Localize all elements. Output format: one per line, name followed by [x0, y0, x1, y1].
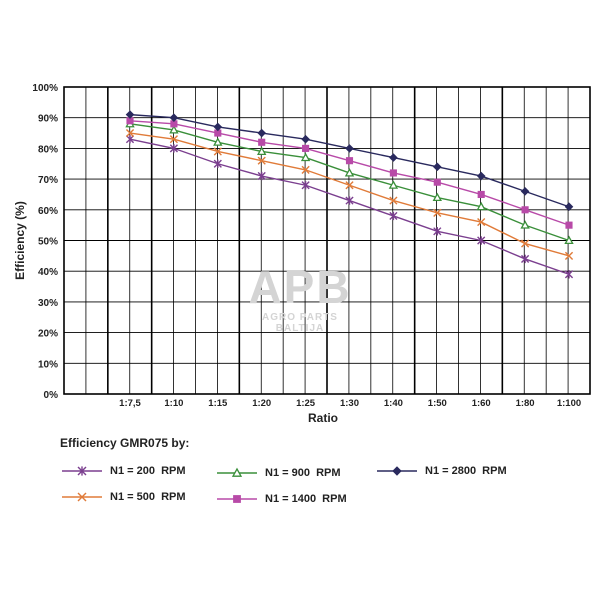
x-tick-label: 1:25 [296, 398, 316, 409]
x-tick-label: 1:40 [384, 398, 403, 409]
data-point [169, 144, 178, 153]
data-point [345, 196, 354, 205]
x-tick-label: 1:7,5 [119, 398, 141, 409]
watermark-subtitle: AGRO PARTS BALTIJA [262, 312, 338, 334]
y-tick-label: 50% [38, 237, 58, 248]
watermark-logo-text: APB [248, 261, 352, 313]
data-point [520, 220, 530, 229]
data-point [521, 239, 530, 248]
data-point [169, 113, 179, 123]
data-point [477, 217, 486, 227]
y-tick-label: 30% [38, 298, 58, 309]
data-point [344, 168, 355, 177]
data-point [345, 181, 354, 190]
data-point [389, 196, 398, 205]
data-point [213, 159, 222, 168]
x-tick-label: 1:50 [428, 398, 447, 409]
data-point [564, 202, 574, 212]
data-point [213, 147, 222, 156]
plot-frame [63, 86, 591, 395]
data-point [258, 138, 266, 146]
data-point [388, 180, 399, 189]
data-point [564, 270, 574, 279]
x-tick-label: 1:30 [340, 398, 359, 409]
y-tick-label: 10% [38, 359, 58, 370]
data-point [433, 227, 442, 236]
x-tick-label: 1:20 [252, 398, 271, 409]
data-point [389, 169, 397, 177]
data-point [302, 144, 310, 152]
data-point [432, 192, 443, 202]
y-tick-label: 90% [38, 114, 58, 125]
data-point [345, 157, 354, 165]
x-tick-label: 1:80 [516, 398, 535, 409]
y-tick-label: 70% [38, 175, 58, 186]
y-tick-label: 40% [38, 267, 58, 278]
data-point [389, 211, 398, 221]
data-point [125, 128, 135, 138]
y-tick-label: 60% [38, 206, 58, 217]
data-point [213, 137, 223, 146]
data-point [521, 254, 530, 264]
x-tick-label: 1:60 [472, 398, 491, 409]
data-point [433, 178, 441, 186]
data-point [564, 251, 574, 260]
series-0 [125, 134, 574, 279]
data-point [433, 208, 442, 217]
y-tick-label: 20% [38, 329, 58, 340]
x-tick-label: 1:100 [557, 398, 581, 409]
y-tick-label: 100% [32, 83, 58, 94]
data-point [432, 162, 442, 172]
data-point [521, 206, 529, 214]
y-tick-label: 0% [44, 390, 59, 401]
data-point [301, 165, 310, 174]
data-point [477, 236, 486, 245]
data-point [564, 235, 574, 245]
data-point [477, 190, 485, 199]
data-point [476, 201, 486, 211]
data-point [169, 125, 179, 134]
data-point [389, 153, 398, 162]
data-point [257, 171, 266, 181]
data-point [256, 146, 267, 156]
y-axis-label: Efficiency (%) [13, 201, 27, 280]
series-1 [125, 128, 574, 260]
data-point [257, 128, 267, 138]
data-point [169, 135, 178, 144]
x-axis-label: Ratio [308, 411, 338, 425]
data-point [125, 134, 135, 144]
series-2 [125, 118, 574, 245]
data-point [476, 171, 486, 181]
data-point [301, 181, 310, 190]
data-point [520, 187, 530, 196]
data-point [565, 221, 573, 229]
data-point [300, 152, 311, 162]
series-3 [126, 117, 573, 229]
x-tick-label: 1:15 [208, 398, 228, 409]
data-point [213, 122, 223, 132]
data-point [257, 156, 266, 165]
y-tick-label: 80% [38, 144, 58, 155]
data-point [345, 144, 354, 153]
data-point [125, 110, 135, 119]
watermark-logo: APB AGRO PARTS BALTIJA [236, 264, 364, 334]
data-point [301, 134, 310, 144]
x-tick-label: 1:10 [164, 398, 183, 409]
series-4 [125, 110, 574, 212]
